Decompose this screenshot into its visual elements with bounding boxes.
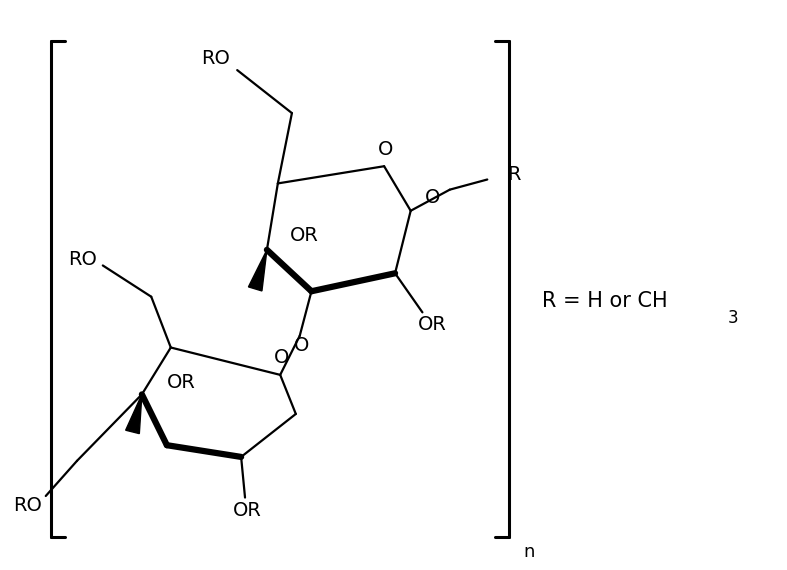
Text: RO: RO	[201, 49, 230, 68]
Text: OR: OR	[290, 226, 319, 245]
Text: 3: 3	[728, 309, 738, 327]
Text: RO: RO	[13, 496, 42, 515]
Text: O: O	[294, 336, 309, 355]
Text: n: n	[523, 543, 534, 561]
Text: OR: OR	[167, 373, 195, 392]
Text: OR: OR	[418, 315, 447, 333]
Text: OR: OR	[233, 500, 262, 520]
Text: R = H or CH: R = H or CH	[542, 291, 667, 311]
Polygon shape	[126, 394, 142, 434]
Text: O: O	[378, 140, 394, 158]
Text: RO: RO	[68, 250, 97, 270]
Text: O: O	[425, 188, 440, 207]
Text: R: R	[507, 165, 520, 184]
Text: O: O	[274, 348, 290, 367]
Polygon shape	[249, 250, 267, 291]
